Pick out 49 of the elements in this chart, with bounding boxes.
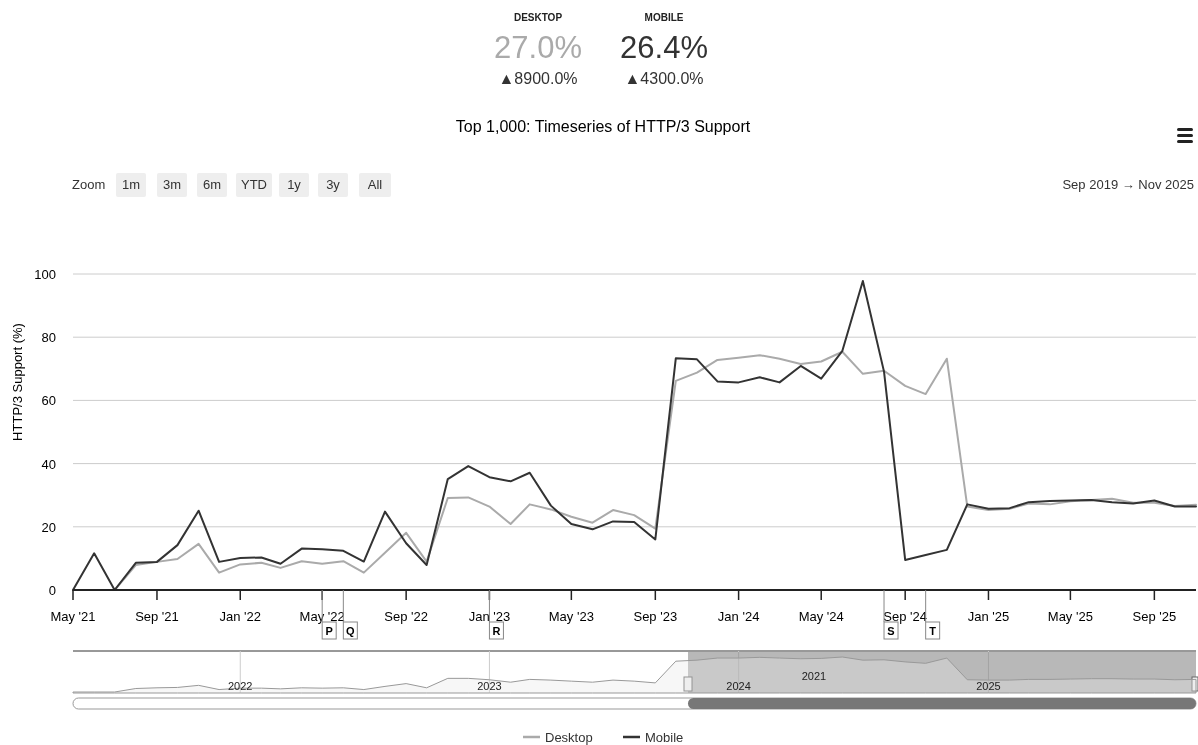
x-tick-label: 2025	[976, 680, 1001, 692]
text: MOBILE	[644, 12, 684, 23]
text: 26.4%	[620, 30, 708, 65]
text: 3m	[162, 177, 182, 192]
x-tick-label: Sep '23	[633, 609, 678, 624]
x-tick-label: Sep '24	[883, 609, 928, 624]
text: All	[367, 177, 383, 192]
text: 1y	[287, 177, 302, 192]
x-tick-label: Sep '25	[1132, 609, 1177, 624]
x-tick-label: 2023	[477, 680, 502, 692]
x-tick-label: Jan '23	[468, 609, 511, 624]
text: ▲8900.0%	[498, 70, 578, 87]
text: 3y	[326, 177, 341, 192]
x-tick-label: Jan '24	[717, 609, 760, 624]
x-tick-label: May '21	[50, 609, 96, 624]
x-tick-label: May '25	[1047, 609, 1093, 624]
y-tick-label: 0	[48, 583, 56, 598]
annotation: 2021	[801, 670, 827, 682]
y-tick-label: 40	[41, 456, 56, 472]
ref-line-label: Q	[346, 625, 356, 637]
chart-title: Top 1,000: Timeseries of HTTP/3 Support	[455, 118, 751, 135]
ref-line-label: P	[325, 625, 333, 637]
ref-line-label: T	[929, 625, 937, 637]
y-tick-label: 80	[41, 330, 56, 346]
text: YTD	[241, 177, 267, 192]
x-tick-label: Jan '25	[967, 609, 1010, 624]
text: 6m	[202, 177, 222, 192]
text: DESKTOP	[513, 12, 563, 23]
legend-label: Mobile	[645, 730, 684, 745]
text: Zoom	[72, 177, 106, 192]
x-tick-label: Jan '22	[219, 609, 262, 624]
y-tick-label: 20	[41, 519, 56, 535]
ref-line-label: S	[887, 625, 895, 637]
y-axis-title: HTTP/3 Support (%)	[10, 323, 25, 441]
y-tick-label: 100	[34, 267, 56, 282]
x-tick-label: 2024	[726, 680, 751, 692]
x-tick-label: 2022	[228, 680, 253, 692]
x-tick-label: May '23	[548, 609, 594, 624]
text: 1m	[121, 177, 141, 192]
legend-label: Desktop	[545, 730, 593, 745]
x-tick-label: Sep '22	[384, 609, 428, 624]
x-tick-label: Sep '21	[135, 609, 179, 624]
ref-line-label: R	[492, 625, 501, 637]
text: 27.0%	[494, 30, 582, 65]
x-tick-label: May '22	[299, 609, 345, 624]
x-tick-label: May '24	[798, 609, 844, 624]
text: Sep 2019 → Nov 2025	[1062, 177, 1194, 192]
y-tick-label: 60	[41, 393, 56, 409]
text: ▲4300.0%	[624, 70, 704, 87]
